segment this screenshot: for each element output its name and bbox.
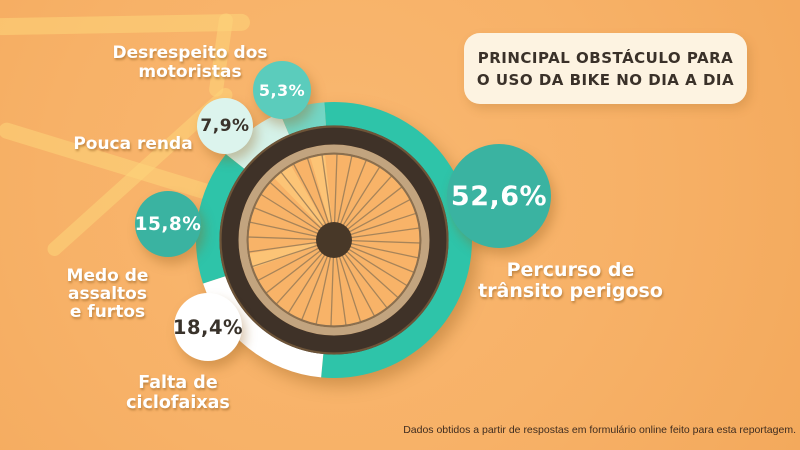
label-desrespeito-dos-motoristas: Desrespeito dos motoristas — [90, 44, 290, 82]
label-line: Desrespeito dos — [112, 43, 268, 63]
label-pouca-renda: Pouca renda — [63, 134, 203, 154]
label-line: motoristas — [138, 62, 242, 82]
percent-bubble-desrespeito: 5,3% — [253, 61, 311, 119]
label-line: Percurso de — [506, 259, 635, 281]
label-line: Medo de — [66, 266, 149, 286]
percent-bubble-falta: 18,4% — [172, 293, 244, 361]
percent-bubble-medo: 15,8% — [135, 191, 201, 257]
percent-bubble-pouca: 7,9% — [197, 98, 253, 154]
label-line: Pouca renda — [73, 134, 193, 154]
percent-value-percurso: 52,6% — [450, 180, 548, 212]
label-line: assaltos — [68, 284, 147, 304]
percent-value-pouca: 7,9% — [200, 116, 250, 136]
percent-value-desrespeito: 5,3% — [258, 80, 306, 100]
source-note: Dados obtidos a partir de respostas em f… — [403, 424, 796, 436]
label-line: e furtos — [69, 302, 146, 322]
title-line-1: PRINCIPAL OBSTÁCULO PARA — [477, 48, 734, 67]
bike-frame-line-top — [0, 13, 251, 36]
bicycle-wheel-donut-chart — [196, 102, 473, 378]
label-line: trânsito perigoso — [478, 280, 663, 302]
label-falta-de-ciclofaixas: Falta de ciclofaixas — [88, 373, 268, 413]
percent-bubble-percurso: 52,6% — [447, 144, 551, 248]
label-percurso-de-transito-perigoso: Percurso de trânsito perigoso — [468, 260, 673, 302]
label-medo-de-assaltos-e-furtos: Medo de assaltos e furtos — [40, 267, 175, 321]
title-card: PRINCIPAL OBSTÁCULO PARA O USO DA BIKE N… — [464, 33, 747, 104]
percent-value-falta: 18,4% — [172, 315, 244, 339]
percent-value-medo: 15,8% — [134, 213, 202, 235]
title-line-2: O USO DA BIKE NO DIA A DIA — [476, 70, 735, 89]
label-line: Falta de ciclofaixas — [126, 373, 230, 413]
